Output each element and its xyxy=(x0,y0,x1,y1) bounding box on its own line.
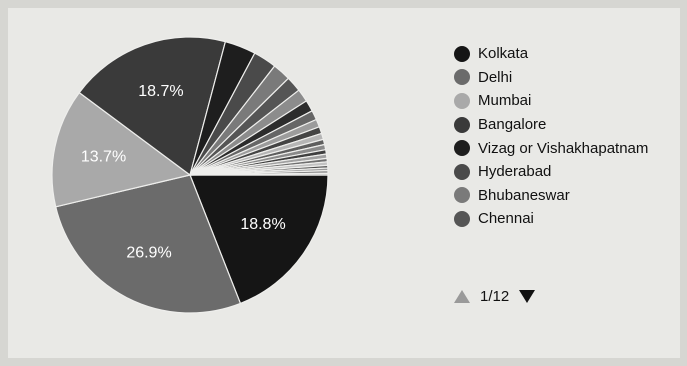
legend-swatch xyxy=(454,45,470,62)
pie-slice[interactable] xyxy=(189,174,329,305)
legend-label: Delhi xyxy=(478,68,513,86)
pie-chart: 18.8% 26.9% 13.7% 18.7% xyxy=(51,36,329,314)
legend-swatch xyxy=(454,116,470,133)
pie-slice[interactable] xyxy=(54,174,242,314)
pie-slice[interactable] xyxy=(78,36,227,177)
legend-label: Bhubaneswar xyxy=(478,186,570,204)
legend-item[interactable]: Vizag or Vishakhapatnam xyxy=(454,136,648,160)
legend-item[interactable]: Delhi xyxy=(454,66,648,90)
legend-label: Bangalore xyxy=(478,116,547,134)
pie-slice[interactable] xyxy=(189,172,329,176)
legend-item[interactable]: Kolkata xyxy=(454,42,648,66)
legend: Kolkata Delhi Mumbai Bangalore Vizag or Vish… xyxy=(454,42,648,231)
legend-page-indicator: 1/12 xyxy=(480,288,510,305)
legend-swatch xyxy=(454,92,470,109)
chart-screen: 18.8% 26.9% 13.7% 18.7% Kolkata Delhi Mumbai B… xyxy=(8,8,680,358)
triangle-up-icon[interactable] xyxy=(454,290,470,303)
legend-label: Kolkata xyxy=(478,45,529,63)
legend-item[interactable]: Mumbai xyxy=(454,89,648,113)
pie-slice[interactable] xyxy=(51,91,192,208)
legend-item[interactable]: Chennai xyxy=(454,207,648,231)
legend-item[interactable]: Bangalore xyxy=(454,113,648,137)
slice-percent-label: 18.7% xyxy=(138,83,183,100)
legend-pager: 1/12 xyxy=(454,288,536,305)
legend-label: Vizag or Vishakhapatnam xyxy=(478,139,649,157)
slice-percent-label: 13.7% xyxy=(81,148,126,165)
legend-label: Chennai xyxy=(478,210,534,228)
legend-item[interactable]: Bhubaneswar xyxy=(454,184,648,208)
legend-swatch xyxy=(454,187,470,204)
legend-label: Mumbai xyxy=(478,92,532,110)
slice-percent-label: 26.9% xyxy=(126,244,171,261)
legend-item[interactable]: Hyderabad xyxy=(454,160,648,184)
legend-swatch xyxy=(454,140,470,157)
legend-swatch xyxy=(454,163,470,180)
legend-swatch xyxy=(454,69,470,86)
legend-label: Hyderabad xyxy=(478,163,552,181)
slice-percent-label: 18.8% xyxy=(240,216,285,233)
legend-swatch xyxy=(454,210,470,227)
triangle-down-icon[interactable] xyxy=(519,290,536,303)
